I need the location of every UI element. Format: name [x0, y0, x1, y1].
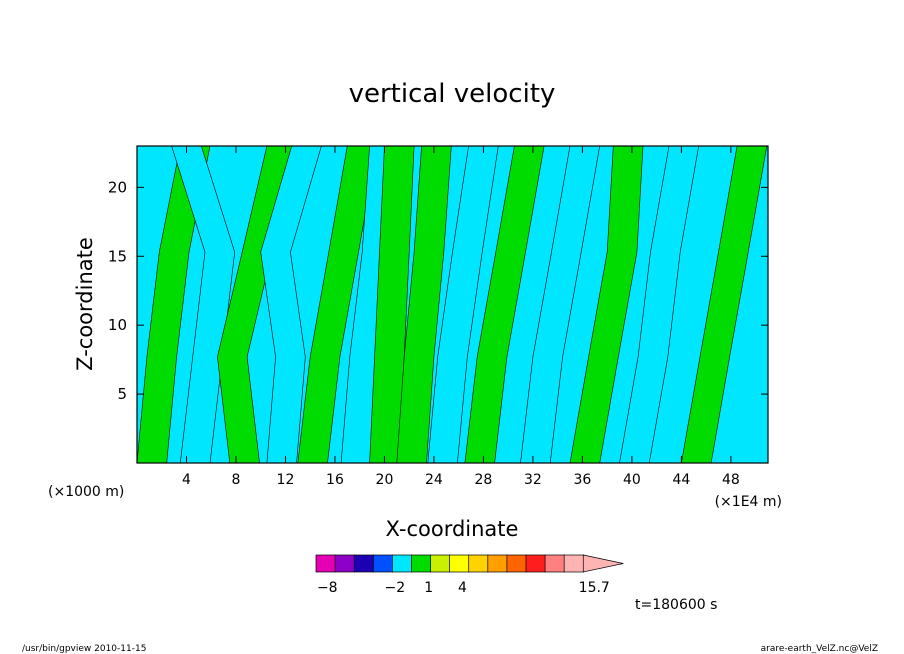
field-band: [137, 146, 211, 463]
x-tick-label: 8: [232, 472, 241, 488]
plot-area: [136, 145, 769, 464]
field-band: [260, 146, 322, 463]
x-tick-label: 24: [425, 472, 443, 488]
colorbar-label: 4: [458, 580, 467, 596]
chart-title: vertical velocity: [349, 79, 556, 109]
x-tick-label: 20: [376, 472, 394, 488]
colorbar-cell: [392, 554, 413, 573]
colorbar-cell: [449, 554, 470, 573]
x-tick-label: 12: [277, 472, 295, 488]
colorbar-arrow: [582, 554, 624, 573]
colorbar-cell: [353, 554, 375, 573]
colorbar-label: −8: [317, 580, 338, 596]
footer-left: /usr/bin/gpview 2010-11-15: [22, 644, 146, 654]
plot-frame: [136, 145, 769, 464]
x-tick-label: 40: [623, 472, 641, 488]
y-tick-label: 20: [108, 178, 127, 196]
y-tick-label: 5: [117, 385, 127, 403]
colorbar-cell: [372, 554, 394, 573]
colorbar-cell: [315, 554, 336, 573]
x-tick-label: 4: [182, 472, 191, 488]
y-axis-title: Z-coordinate: [73, 237, 97, 371]
x-unit-left: (×1000 m): [48, 484, 124, 500]
x-unit-right: (×1E4 m): [715, 494, 782, 510]
field-band: [171, 146, 235, 463]
x-axis-title: X-coordinate: [386, 517, 519, 541]
colorbar-cell: [430, 554, 451, 573]
x-tick-label: 44: [672, 472, 690, 488]
y-tick-label: 15: [108, 247, 127, 265]
colorbar: [315, 554, 624, 573]
x-axis: 4 8 12 16 20 24 28 32 36 40 44 48: [182, 146, 740, 488]
field-band: [619, 146, 699, 463]
colorbar-label: 1: [424, 580, 433, 596]
footer-right: arare-earth_VelZ.nc@VelZ: [761, 644, 878, 654]
colorbar-cell: [468, 554, 489, 573]
x-tick-label: 36: [573, 472, 591, 488]
colorbar-labels: −8 −2 1 4 15.7: [317, 580, 610, 596]
field-band: [520, 146, 600, 463]
x-tick-label: 16: [326, 472, 344, 488]
field-band: [396, 146, 452, 463]
colorbar-cell: [411, 554, 432, 573]
x-tick-label: 32: [524, 472, 542, 488]
field-band: [681, 146, 768, 463]
field-band: [464, 146, 545, 463]
field-band: [427, 146, 499, 463]
field-band: [297, 146, 378, 463]
colorbar-cell: [334, 554, 356, 573]
colorbar-cell: [487, 554, 508, 573]
colorbar-cell: [506, 554, 527, 573]
colorbar-cell: [525, 554, 546, 573]
x-tick-label: 48: [722, 472, 740, 488]
field-band: [569, 146, 644, 463]
time-label: t=180600 s: [635, 597, 717, 613]
colorbar-cell: [563, 554, 585, 573]
y-axis: 5 10 15 20: [108, 178, 768, 403]
colorbar-label: 15.7: [579, 580, 610, 596]
colorbar-label: −2: [385, 580, 406, 596]
velocity-field: [137, 146, 768, 463]
x-tick-label: 28: [475, 472, 493, 488]
y-tick-label: 10: [108, 316, 127, 334]
colorbar-cell: [544, 554, 566, 573]
